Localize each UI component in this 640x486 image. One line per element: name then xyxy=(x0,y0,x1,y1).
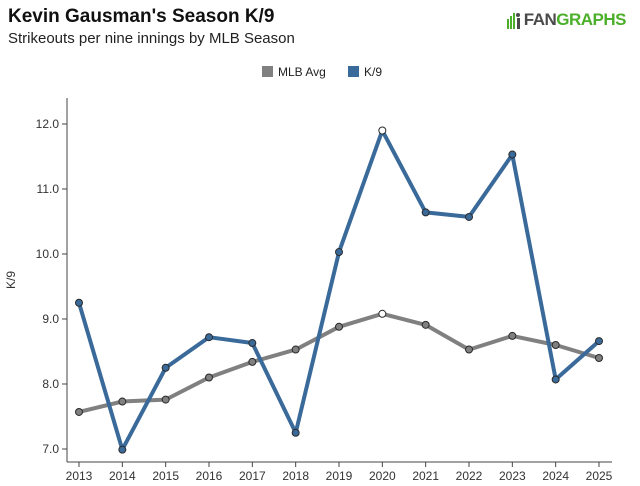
logo-text-fan: FAN xyxy=(523,10,557,29)
legend-label: K/9 xyxy=(364,65,382,79)
data-point-mlb-avg xyxy=(465,345,473,354)
data-point-k9 xyxy=(335,248,343,257)
chart-subtitle: Strikeouts per nine innings by MLB Seaso… xyxy=(8,30,295,47)
data-point-k9 xyxy=(161,363,170,372)
batter-icon xyxy=(506,13,520,29)
logo-text-graphs: GRAPHS xyxy=(556,10,626,29)
data-point-k9 xyxy=(75,298,83,307)
data-point-mlb-avg xyxy=(205,373,213,382)
x-tick-label: 2020 xyxy=(369,469,396,483)
data-point-k9 xyxy=(508,150,517,159)
axes: 7.0 8.0 9.0 10.0 11.0 12.0 2013 2014 2015 2016 201… xyxy=(4,98,613,483)
fangraphs-logo[interactable]: FAN GRAPHS xyxy=(506,10,626,30)
series-points xyxy=(75,126,603,454)
data-point-k9 xyxy=(378,126,387,135)
y-tick-label: 10.0 xyxy=(36,247,60,261)
data-point-mlb-avg xyxy=(378,309,387,318)
chart-title: Kevin Gausman's Season K/9 xyxy=(8,6,275,27)
data-point-mlb-avg xyxy=(118,397,127,406)
x-tick-label: 2013 xyxy=(66,469,93,483)
data-point-k9 xyxy=(421,208,430,217)
x-tick-label: 2019 xyxy=(326,469,353,483)
x-tick-label: 2021 xyxy=(412,469,439,483)
x-tick-label: 2018 xyxy=(282,469,309,483)
data-point-mlb-avg xyxy=(595,354,603,362)
data-point-k9 xyxy=(118,445,127,454)
data-point-mlb-avg xyxy=(75,407,83,416)
data-point-k9 xyxy=(248,339,257,348)
x-tick-label: 2017 xyxy=(239,469,266,483)
series-lines xyxy=(77,128,601,452)
data-point-k9 xyxy=(551,375,560,384)
data-point-k9 xyxy=(205,333,213,342)
legend: MLB Avg K/9 xyxy=(262,65,382,79)
x-tick-label: 2014 xyxy=(109,469,136,483)
x-tick-label: 2015 xyxy=(152,469,179,483)
legend-label: MLB Avg xyxy=(278,65,326,79)
data-point-k9 xyxy=(465,212,473,221)
y-axis-label: K/9 xyxy=(4,271,18,289)
data-point-mlb-avg xyxy=(551,341,560,349)
data-point-k9 xyxy=(291,428,300,437)
y-tick-label: 12.0 xyxy=(36,117,60,131)
x-tick-label: 2025 xyxy=(586,469,613,483)
y-tick-label: 8.0 xyxy=(42,377,59,391)
data-point-mlb-avg xyxy=(291,345,300,354)
legend-swatch xyxy=(262,66,273,77)
x-tick-label: 2024 xyxy=(542,469,569,483)
y-tick-label: 9.0 xyxy=(42,312,59,326)
y-tick-label: 7.0 xyxy=(42,442,59,456)
data-point-mlb-avg xyxy=(248,357,257,366)
x-tick-label: 2023 xyxy=(499,469,526,483)
x-tick-label: 2016 xyxy=(196,469,223,483)
data-point-mlb-avg xyxy=(421,320,430,329)
x-tick-label: 2022 xyxy=(456,469,483,483)
data-point-mlb-avg xyxy=(161,395,170,404)
data-point-mlb-avg xyxy=(508,331,517,340)
data-point-k9 xyxy=(595,337,603,346)
data-point-mlb-avg xyxy=(335,322,343,331)
legend-swatch xyxy=(348,66,359,77)
y-tick-label: 11.0 xyxy=(37,182,60,196)
